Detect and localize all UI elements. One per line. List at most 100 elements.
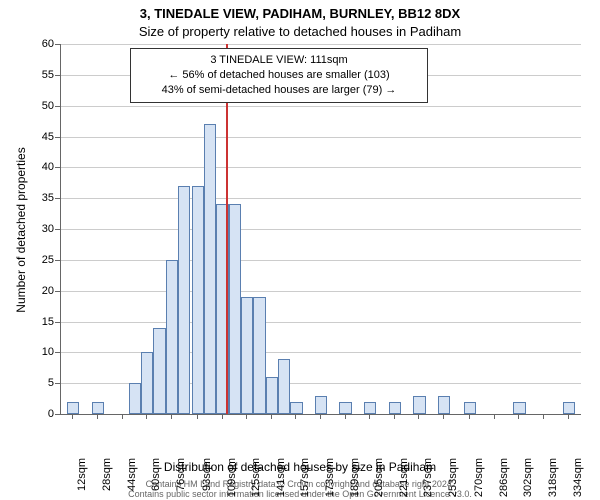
grid-line bbox=[61, 352, 581, 353]
x-tick-label: 302sqm bbox=[522, 458, 534, 497]
y-tick-label: 35 bbox=[24, 192, 54, 204]
x-tick-mark bbox=[72, 414, 73, 419]
x-tick-mark bbox=[443, 414, 444, 419]
y-tick-label: 40 bbox=[24, 161, 54, 173]
x-tick-label: 173sqm bbox=[324, 458, 336, 497]
x-tick-label: 12sqm bbox=[76, 458, 88, 491]
x-tick-label: 28sqm bbox=[101, 458, 113, 491]
y-tick-label: 55 bbox=[24, 69, 54, 81]
x-tick-mark bbox=[494, 414, 495, 419]
grid-line bbox=[61, 44, 581, 45]
x-tick-label: 334sqm bbox=[572, 458, 584, 497]
y-tick-mark bbox=[55, 291, 60, 292]
x-tick-mark bbox=[369, 414, 370, 419]
x-tick-mark bbox=[197, 414, 198, 419]
histogram-bar bbox=[364, 402, 376, 414]
x-tick-label: 318sqm bbox=[547, 458, 559, 497]
y-tick-mark bbox=[55, 229, 60, 230]
x-tick-label: 109sqm bbox=[226, 458, 238, 497]
grid-line bbox=[61, 260, 581, 261]
x-tick-mark bbox=[171, 414, 172, 419]
x-tick-mark bbox=[418, 414, 419, 419]
histogram-bar bbox=[153, 328, 165, 414]
y-tick-label: 15 bbox=[24, 316, 54, 328]
grid-line bbox=[61, 167, 581, 168]
histogram-bar bbox=[339, 402, 351, 414]
y-tick-mark bbox=[55, 167, 60, 168]
grid-line bbox=[61, 137, 581, 138]
y-tick-mark bbox=[55, 352, 60, 353]
y-tick-label: 10 bbox=[24, 346, 54, 358]
histogram-bar bbox=[278, 359, 290, 415]
x-tick-label: 76sqm bbox=[175, 458, 187, 491]
x-tick-label: 157sqm bbox=[299, 458, 311, 497]
x-tick-label: 60sqm bbox=[150, 458, 162, 491]
grid-line bbox=[61, 291, 581, 292]
histogram-bar bbox=[413, 396, 425, 415]
histogram-bar bbox=[129, 383, 141, 414]
grid-line bbox=[61, 198, 581, 199]
x-tick-label: 141sqm bbox=[275, 458, 287, 497]
y-tick-label: 30 bbox=[24, 223, 54, 235]
y-tick-mark bbox=[55, 198, 60, 199]
x-tick-label: 189sqm bbox=[349, 458, 361, 497]
x-tick-label: 253sqm bbox=[447, 458, 459, 497]
histogram-bar bbox=[178, 186, 190, 414]
y-tick-label: 60 bbox=[24, 38, 54, 50]
histogram-bar bbox=[389, 402, 401, 414]
histogram-bar bbox=[266, 377, 278, 414]
histogram-bar bbox=[315, 396, 327, 415]
histogram-bar bbox=[563, 402, 575, 414]
histogram-bar bbox=[192, 186, 204, 414]
y-tick-mark bbox=[55, 75, 60, 76]
y-tick-label: 20 bbox=[24, 285, 54, 297]
y-tick-mark bbox=[55, 260, 60, 261]
x-tick-mark bbox=[122, 414, 123, 419]
histogram-bar bbox=[290, 402, 302, 414]
x-tick-mark bbox=[295, 414, 296, 419]
histogram-bar bbox=[438, 396, 450, 415]
x-tick-mark bbox=[146, 414, 147, 419]
histogram-bar bbox=[204, 124, 216, 414]
histogram-bar bbox=[166, 260, 178, 414]
info-line-3: 43% of semi-detached houses are larger (… bbox=[139, 83, 419, 98]
x-tick-mark bbox=[394, 414, 395, 419]
x-tick-label: 270sqm bbox=[473, 458, 485, 497]
x-tick-label: 221sqm bbox=[398, 458, 410, 497]
histogram-bar bbox=[229, 204, 241, 414]
x-tick-mark bbox=[518, 414, 519, 419]
x-tick-mark bbox=[222, 414, 223, 419]
x-tick-mark bbox=[246, 414, 247, 419]
x-tick-label: 286sqm bbox=[498, 458, 510, 497]
x-tick-label: 44sqm bbox=[126, 458, 138, 491]
x-tick-mark bbox=[320, 414, 321, 419]
x-tick-mark bbox=[345, 414, 346, 419]
y-tick-mark bbox=[55, 322, 60, 323]
y-tick-label: 0 bbox=[24, 408, 54, 420]
chart-title-sub: Size of property relative to detached ho… bbox=[0, 24, 600, 39]
y-tick-mark bbox=[55, 414, 60, 415]
y-tick-mark bbox=[55, 106, 60, 107]
histogram-chart: 3, TINEDALE VIEW, PADIHAM, BURNLEY, BB12… bbox=[0, 0, 600, 500]
y-tick-mark bbox=[55, 383, 60, 384]
x-tick-mark bbox=[568, 414, 569, 419]
histogram-bar bbox=[253, 297, 265, 414]
histogram-bar bbox=[513, 402, 525, 414]
x-tick-label: 205sqm bbox=[373, 458, 385, 497]
x-tick-label: 237sqm bbox=[422, 458, 434, 497]
x-tick-mark bbox=[543, 414, 544, 419]
x-tick-mark bbox=[469, 414, 470, 419]
histogram-bar bbox=[92, 402, 104, 414]
y-tick-label: 50 bbox=[24, 100, 54, 112]
y-tick-label: 45 bbox=[24, 131, 54, 143]
x-tick-label: 125sqm bbox=[250, 458, 262, 497]
histogram-bar bbox=[141, 352, 153, 414]
histogram-bar bbox=[241, 297, 253, 414]
x-tick-mark bbox=[97, 414, 98, 419]
x-tick-mark bbox=[271, 414, 272, 419]
info-line-1: 3 TINEDALE VIEW: 111sqm bbox=[139, 53, 419, 68]
grid-line bbox=[61, 322, 581, 323]
x-tick-label: 93sqm bbox=[201, 458, 213, 491]
histogram-bar bbox=[67, 402, 79, 414]
histogram-bar bbox=[464, 402, 476, 414]
